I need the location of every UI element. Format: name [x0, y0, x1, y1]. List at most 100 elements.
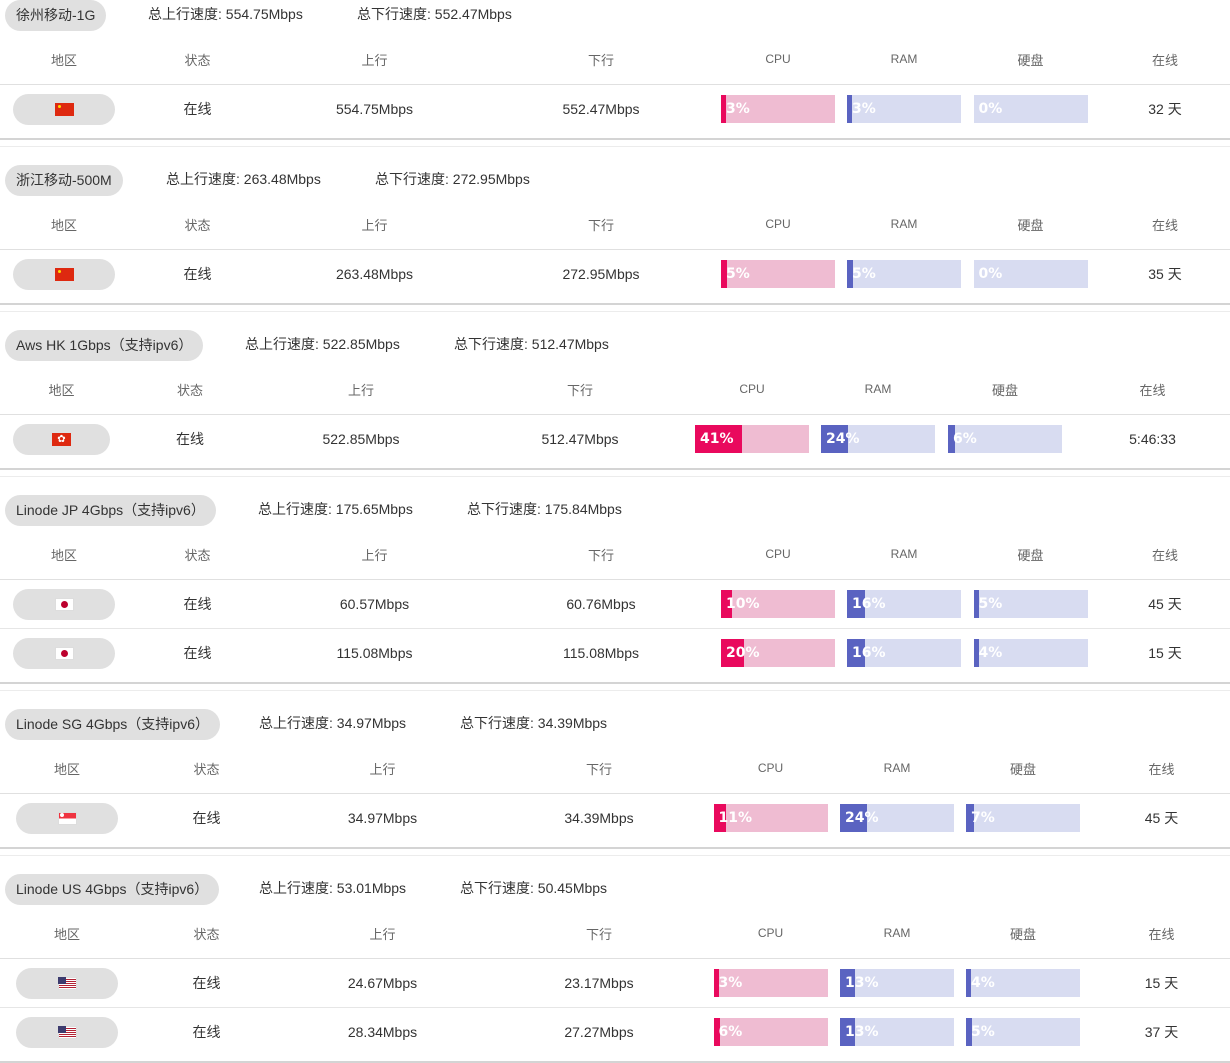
cpu-cell: 11% [713, 794, 828, 842]
cpu-usage-label: 3% [718, 975, 743, 991]
server-group: Linode US 4Gbps（支持ipv6） 总上行速度: 53.01Mbps 总… [0, 874, 1230, 1056]
download-speed: 552.47Mbps [562, 101, 640, 117]
ram-usage-label: 16% [852, 596, 886, 612]
group-title[interactable]: Linode SG 4Gbps（支持ipv6） [5, 709, 220, 740]
cpu-usage-bar: 5% [721, 260, 835, 288]
header-online: 在线 [1139, 382, 1166, 398]
upload-speed: 554.75Mbps [335, 101, 414, 117]
header-download: 下行 [585, 926, 612, 942]
table-header-row: 地区 状态 上行 下行 CPU RAM 硬盘 在线 [0, 199, 1230, 249]
cpu-cell: 5% [721, 250, 835, 298]
header-cpu: CPU [765, 547, 791, 561]
region-cell [13, 1008, 121, 1056]
region-pill[interactable] [13, 93, 115, 125]
cpu-usage-fill [721, 260, 727, 288]
region-cell [13, 85, 115, 133]
region-pill[interactable] [13, 637, 115, 669]
ram-usage-fill [847, 95, 852, 123]
cpu-cell: 20% [721, 629, 835, 677]
ram-cell: 13% [840, 1008, 954, 1056]
header-download: 下行 [587, 547, 614, 563]
region-cell [13, 629, 115, 677]
ram-cell: 16% [847, 629, 961, 677]
group-header: Aws HK 1Gbps（支持ipv6） 总上行速度: 522.85Mbps 总下行… [0, 330, 1230, 364]
header-download: 下行 [587, 52, 614, 68]
group-header: Linode SG 4Gbps（支持ipv6） 总上行速度: 34.97Mbps 总… [0, 709, 1230, 743]
status-cell: 在线 [183, 596, 212, 612]
group-title[interactable]: Linode US 4Gbps（支持ipv6） [5, 874, 220, 905]
header-upload: 上行 [369, 761, 396, 777]
server-group: Linode JP 4Gbps（支持ipv6） 总上行速度: 175.65Mbps… [0, 495, 1230, 677]
online-duration: 37 天 [1144, 1024, 1179, 1040]
server-group: 徐州移动-1G 总上行速度: 554.75Mbps 总下行速度: 552.47Mbp… [0, 0, 1230, 133]
group-total-upload: 总上行速度: 53.01Mbps [259, 880, 407, 896]
disk-usage-bar: 6% [948, 425, 1062, 453]
server-group: 浙江移动-500M 总上行速度: 263.48Mbps 总下行速度: 272.95M… [0, 165, 1230, 298]
ram-usage-bar: 13% [840, 969, 954, 997]
region-pill[interactable] [16, 802, 118, 834]
region-pill[interactable] [13, 258, 115, 290]
table-row[interactable]: 在线 263.48Mbps 272.95Mbps 5% 5% 0% 35 天 [0, 249, 1230, 298]
ram-usage-fill [847, 590, 866, 618]
table-row[interactable]: 在线 115.08Mbps 115.08Mbps 20% 16% 4% 15 天 [0, 628, 1230, 677]
region-pill[interactable] [13, 588, 115, 620]
region-cell [13, 580, 115, 628]
cpu-cell: 3% [713, 959, 828, 1007]
ram-usage-label: 3% [852, 101, 876, 117]
header-disk: 硬盘 [1017, 52, 1044, 68]
header-status: 状态 [176, 382, 203, 398]
ram-cell: 3% [847, 85, 961, 133]
table-row[interactable]: 在线 28.34Mbps 27.27Mbps 6% 13% 5% 37 天 [0, 1007, 1230, 1056]
status-cell: 在线 [192, 1024, 221, 1040]
disk-usage-fill [973, 639, 979, 667]
online-duration: 45 天 [1148, 596, 1182, 612]
group-total-download: 总下行速度: 552.47Mbps [357, 6, 512, 22]
header-ram: RAM [890, 547, 918, 561]
group-title[interactable]: 浙江移动-500M [5, 165, 123, 196]
sg-flag-icon [57, 811, 77, 825]
ram-usage-label: 16% [852, 645, 886, 661]
cpu-usage-label: 6% [718, 1024, 743, 1040]
online-duration: 5:46:33 [1129, 431, 1176, 447]
disk-usage-label: 0% [978, 266, 1003, 282]
table-row[interactable]: 在线 60.57Mbps 60.76Mbps 10% 16% 5% 45 天 [0, 579, 1230, 628]
disk-usage-fill [966, 969, 971, 997]
us-flag-icon [57, 1025, 77, 1039]
table-row[interactable]: 在线 34.97Mbps 34.39Mbps 11% 24% 7% 45 天 [0, 793, 1230, 842]
online-duration: 15 天 [1148, 645, 1182, 661]
ram-usage-label: 13% [845, 975, 879, 991]
cpu-cell: 6% [713, 1008, 828, 1056]
disk-usage-label: 0% [978, 101, 1003, 117]
disk-cell: 4% [966, 959, 1080, 1007]
group-title[interactable]: Linode JP 4Gbps（支持ipv6） [5, 495, 216, 526]
header-status: 状态 [184, 547, 211, 563]
cpu-usage-label: 11% [718, 810, 753, 826]
header-ram: RAM [883, 926, 911, 940]
header-ram: RAM [890, 52, 918, 66]
region-pill[interactable] [13, 423, 110, 455]
cn-flag-icon [54, 102, 74, 116]
disk-usage-label: 5% [978, 596, 1003, 612]
group-divider-light [0, 146, 1230, 147]
online-duration: 45 天 [1144, 810, 1179, 826]
header-region: 地区 [53, 926, 80, 942]
ram-usage-label: 5% [852, 266, 876, 282]
ram-cell: 16% [847, 580, 961, 628]
group-divider [0, 138, 1230, 140]
disk-usage-fill [966, 1018, 972, 1046]
cpu-usage-bar: 41% [695, 425, 809, 453]
header-disk: 硬盘 [1017, 217, 1044, 233]
disk-usage-bar: 5% [966, 1018, 1080, 1046]
table-row[interactable]: 在线 522.85Mbps 512.47Mbps 41% 24% 6% 5:46:33 [0, 414, 1230, 463]
ram-usage-label: 24% [845, 810, 879, 826]
table-row[interactable]: 在线 24.67Mbps 23.17Mbps 3% 13% 4% 15 天 [0, 958, 1230, 1007]
group-title[interactable]: 徐州移动-1G [5, 0, 107, 31]
group-title[interactable]: Aws HK 1Gbps（支持ipv6） [5, 330, 204, 361]
header-region: 地区 [50, 547, 77, 563]
cpu-usage-fill [695, 425, 742, 453]
table-row[interactable]: 在线 554.75Mbps 552.47Mbps 3% 3% 0% 32 天 [0, 84, 1230, 133]
upload-speed: 28.34Mbps [347, 1024, 418, 1040]
region-pill[interactable] [16, 967, 118, 999]
status-cell: 在线 [192, 975, 221, 991]
region-pill[interactable] [16, 1016, 118, 1048]
